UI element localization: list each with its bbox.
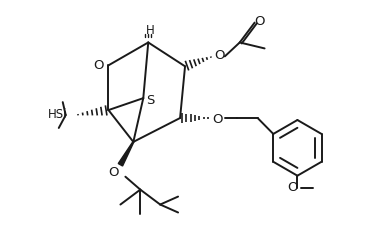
Text: S: S bbox=[146, 94, 154, 107]
Polygon shape bbox=[118, 142, 134, 166]
Text: O: O bbox=[212, 112, 223, 125]
Text: H: H bbox=[146, 24, 155, 37]
Text: O: O bbox=[108, 166, 119, 179]
Text: HSi: HSi bbox=[48, 108, 67, 121]
Text: O: O bbox=[287, 181, 298, 194]
Text: O: O bbox=[93, 59, 104, 72]
Text: O: O bbox=[254, 15, 265, 28]
Text: O: O bbox=[215, 49, 225, 62]
